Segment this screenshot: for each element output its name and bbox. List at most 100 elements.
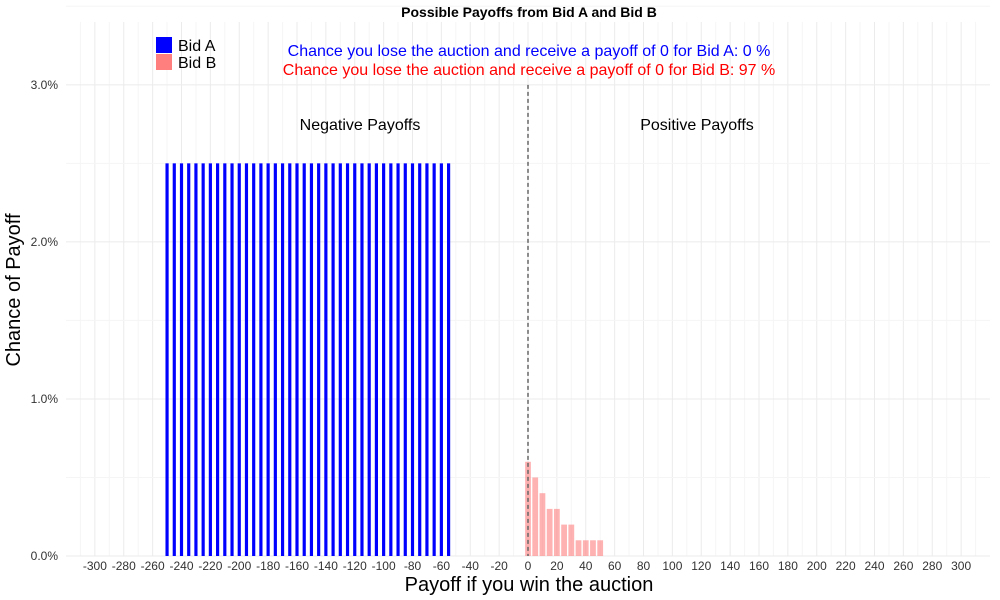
bar-bid-a xyxy=(223,163,227,556)
x-tick-label: 240 xyxy=(864,559,884,573)
bar-bid-b xyxy=(561,524,567,556)
x-tick-label: 180 xyxy=(778,559,798,573)
x-tick-label: -200 xyxy=(227,559,251,573)
bar-bid-a xyxy=(447,163,451,556)
x-tick-label: -80 xyxy=(404,559,422,573)
bar-bid-a xyxy=(403,163,407,556)
legend-swatch-bid-a xyxy=(156,37,172,53)
lose-chance-bid-b: Chance you lose the auction and receive … xyxy=(283,62,775,79)
bar-bid-a xyxy=(288,163,292,556)
bid-a-bars xyxy=(165,163,451,556)
x-tick-label: 140 xyxy=(720,559,740,573)
bar-bid-a xyxy=(360,163,364,556)
bar-bid-b xyxy=(546,508,553,556)
positive-payoffs-label: Positive Payoffs xyxy=(640,117,754,134)
x-tick-label: 20 xyxy=(550,559,564,573)
bar-bid-b xyxy=(539,493,546,556)
x-tick-label: 60 xyxy=(608,559,622,573)
x-tick-label: 160 xyxy=(749,559,769,573)
x-tick-label: -40 xyxy=(462,559,480,573)
bar-bid-a xyxy=(273,163,277,556)
x-tick-label: -180 xyxy=(256,559,280,573)
bar-bid-a xyxy=(187,163,191,556)
bar-bid-a xyxy=(367,163,371,556)
bar-bid-a xyxy=(230,163,234,556)
x-tick-label: 200 xyxy=(807,559,827,573)
bar-bid-a xyxy=(266,163,270,556)
x-tick-labels: -300 -280 -260 -240 -220 -200 -180 -160 -140 -120… xyxy=(83,559,972,573)
x-tick-label: -300 xyxy=(83,559,107,573)
bar-bid-a xyxy=(353,163,357,556)
x-tick-label: -220 xyxy=(198,559,222,573)
bar-bid-a xyxy=(165,163,169,556)
bar-bid-a xyxy=(295,163,299,556)
bar-bid-b xyxy=(525,461,531,556)
bar-bid-b xyxy=(575,540,582,556)
x-tick-label: -100 xyxy=(372,559,396,573)
x-tick-label: -60 xyxy=(433,559,451,573)
y-tick-label: 1.0% xyxy=(31,392,59,406)
bar-bid-a xyxy=(425,163,429,556)
bar-bid-a xyxy=(345,163,350,556)
bar-bid-a xyxy=(432,163,436,556)
legend-label-bid-b: Bid B xyxy=(178,55,216,72)
x-tick-label: 220 xyxy=(836,559,856,573)
chart-title: Possible Payoffs from Bid A and Bid B xyxy=(401,4,657,20)
x-tick-label: 280 xyxy=(922,559,942,573)
bar-bid-a xyxy=(331,163,335,556)
x-tick-label: -140 xyxy=(314,559,338,573)
bar-bid-a xyxy=(201,163,205,556)
bar-bid-b xyxy=(597,540,604,556)
bar-bid-a xyxy=(324,163,328,556)
x-tick-label: 300 xyxy=(951,559,971,573)
bar-bid-a xyxy=(216,163,220,556)
x-tick-label: 80 xyxy=(637,559,651,573)
legend: Bid A Bid B xyxy=(156,37,216,72)
bar-bid-a xyxy=(338,163,342,556)
bar-bid-a xyxy=(237,163,241,556)
x-tick-label: -20 xyxy=(490,559,508,573)
y-tick-label: 3.0% xyxy=(31,78,59,92)
x-tick-label: 100 xyxy=(662,559,682,573)
bar-bid-a xyxy=(374,163,378,556)
bar-bid-a xyxy=(208,163,212,556)
bar-bid-a xyxy=(317,163,321,556)
bar-bid-a xyxy=(309,163,314,556)
x-tick-label: 0 xyxy=(525,559,532,573)
x-tick-label: 120 xyxy=(691,559,711,573)
x-tick-label: -240 xyxy=(169,559,193,573)
bar-bid-a xyxy=(382,163,386,556)
y-tick-label: 2.0% xyxy=(31,235,59,249)
x-axis-title: Payoff if you win the auction xyxy=(405,574,654,596)
bar-bid-b xyxy=(590,540,596,556)
bid-b-bars xyxy=(525,461,604,556)
x-tick-label: -280 xyxy=(112,559,136,573)
bar-bid-a xyxy=(179,163,184,556)
legend-swatch-bid-b xyxy=(156,54,172,70)
negative-payoffs-label: Negative Payoffs xyxy=(300,117,421,134)
bar-bid-a xyxy=(244,163,249,556)
x-tick-label: -120 xyxy=(343,559,367,573)
bar-bid-b xyxy=(568,524,575,556)
bar-bid-a xyxy=(302,163,306,556)
bar-bid-a xyxy=(194,163,198,556)
bar-bid-a xyxy=(396,163,400,556)
x-tick-label: 260 xyxy=(893,559,913,573)
x-tick-label: 40 xyxy=(579,559,593,573)
bar-bid-a xyxy=(252,163,256,556)
y-tick-label: 0.0% xyxy=(31,549,59,563)
bar-bid-b xyxy=(582,540,589,556)
bar-bid-b xyxy=(553,508,560,556)
lose-chance-bid-a: Chance you lose the auction and receive … xyxy=(288,43,771,60)
bar-bid-a xyxy=(418,163,422,556)
y-tick-labels: 0.0% 1.0% 2.0% 3.0% xyxy=(31,78,59,563)
x-tick-label: -260 xyxy=(141,559,165,573)
bar-bid-a xyxy=(259,163,263,556)
bar-bid-b xyxy=(532,477,539,556)
x-tick-label: -160 xyxy=(285,559,309,573)
legend-label-bid-a: Bid A xyxy=(178,38,216,55)
bar-bid-a xyxy=(439,163,443,556)
bar-bid-a xyxy=(410,163,415,556)
bar-bid-a xyxy=(172,163,176,556)
